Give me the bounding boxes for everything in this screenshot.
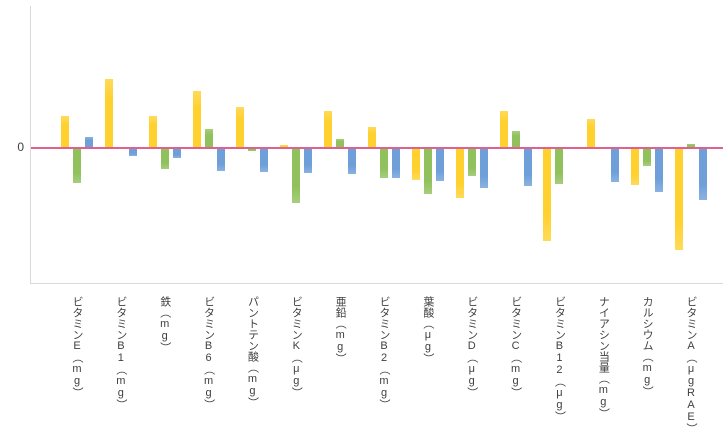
bar-green-cat7 (380, 148, 389, 178)
bar-blue-cat5 (304, 148, 313, 173)
bar-yellow-cat4 (236, 107, 245, 148)
bar-yellow-cat8 (411, 148, 420, 180)
x-axis-label-cat7: ビタミンB2（mg） (378, 296, 391, 410)
x-axis-label-cat5: ビタミンK（μg） (290, 296, 303, 398)
bar-blue-cat6 (348, 148, 357, 174)
x-axis-label-cat6: 亜鉛（mg） (334, 296, 347, 364)
x-axis-label-cat12: ナイアシン当量（mg） (597, 296, 610, 419)
bar-yellow-cat2 (148, 116, 157, 148)
x-axis-label-cat11: ビタミンB12（μg） (553, 296, 566, 422)
bar-yellow-cat1 (104, 79, 113, 148)
bar-yellow-cat7 (368, 127, 377, 148)
bar-yellow-cat3 (192, 91, 201, 148)
bar-green-cat2 (160, 148, 169, 169)
bar-green-cat6 (336, 139, 345, 148)
bar-blue-cat13 (655, 148, 664, 192)
x-axis-label-cat9: ビタミンD（μg） (465, 296, 478, 398)
bar-yellow-cat10 (499, 111, 508, 148)
bar-blue-cat12 (611, 148, 620, 182)
bar-yellow-cat13 (631, 148, 640, 185)
bar-green-cat0 (73, 148, 81, 183)
x-axis-label-cat3: ビタミンB6（mg） (202, 296, 215, 410)
bar-green-cat4 (248, 148, 257, 151)
bar-blue-cat0 (85, 137, 93, 148)
x-axis-label-cat10: ビタミンC（mg） (509, 296, 522, 398)
bar-yellow-cat11 (543, 148, 552, 241)
bar-yellow-cat5 (280, 145, 289, 148)
bar-green-cat10 (511, 131, 520, 148)
bar-yellow-cat6 (324, 111, 333, 148)
bar-green-cat5 (292, 148, 301, 203)
x-axis-label-cat1: ビタミンB1（mg） (114, 296, 127, 410)
y-axis-zero-tick-label: 0 (17, 140, 24, 154)
bar-green-cat13 (643, 148, 652, 166)
x-axis-label-cat8: 葉酸（μg） (421, 296, 434, 364)
bar-green-cat11 (555, 148, 564, 184)
bar-yellow-cat14 (675, 148, 684, 250)
bar-blue-cat4 (260, 148, 269, 172)
bar-green-cat3 (204, 129, 213, 148)
x-axis-line (30, 283, 723, 284)
bar-green-cat14 (687, 144, 696, 148)
bar-blue-cat8 (435, 148, 444, 181)
y-axis-line (30, 6, 31, 284)
bar-blue-cat9 (479, 148, 488, 188)
zero-gridline (31, 147, 723, 149)
bar-yellow-cat12 (587, 119, 596, 148)
bar-green-cat8 (423, 148, 432, 194)
bar-yellow-cat0 (61, 116, 69, 148)
x-axis-label-cat13: カルシウム（mg） (641, 296, 654, 397)
x-axis-label-cat2: 鉄（mg） (158, 296, 171, 353)
bar-blue-cat14 (699, 148, 708, 200)
bar-blue-cat3 (216, 148, 225, 171)
bar-green-cat9 (467, 148, 476, 176)
bar-blue-cat2 (172, 148, 181, 158)
x-axis-label-cat4: パントテン酸（mg） (246, 296, 259, 408)
x-axis-label-cat0: ビタミンE（mg） (71, 296, 83, 398)
bar-blue-cat10 (523, 148, 532, 186)
bar-yellow-cat9 (455, 148, 464, 198)
bar-blue-cat7 (392, 148, 401, 178)
x-axis-label-cat14: ビタミンA（μgRAE） (685, 296, 698, 430)
bar-blue-cat1 (128, 148, 137, 156)
